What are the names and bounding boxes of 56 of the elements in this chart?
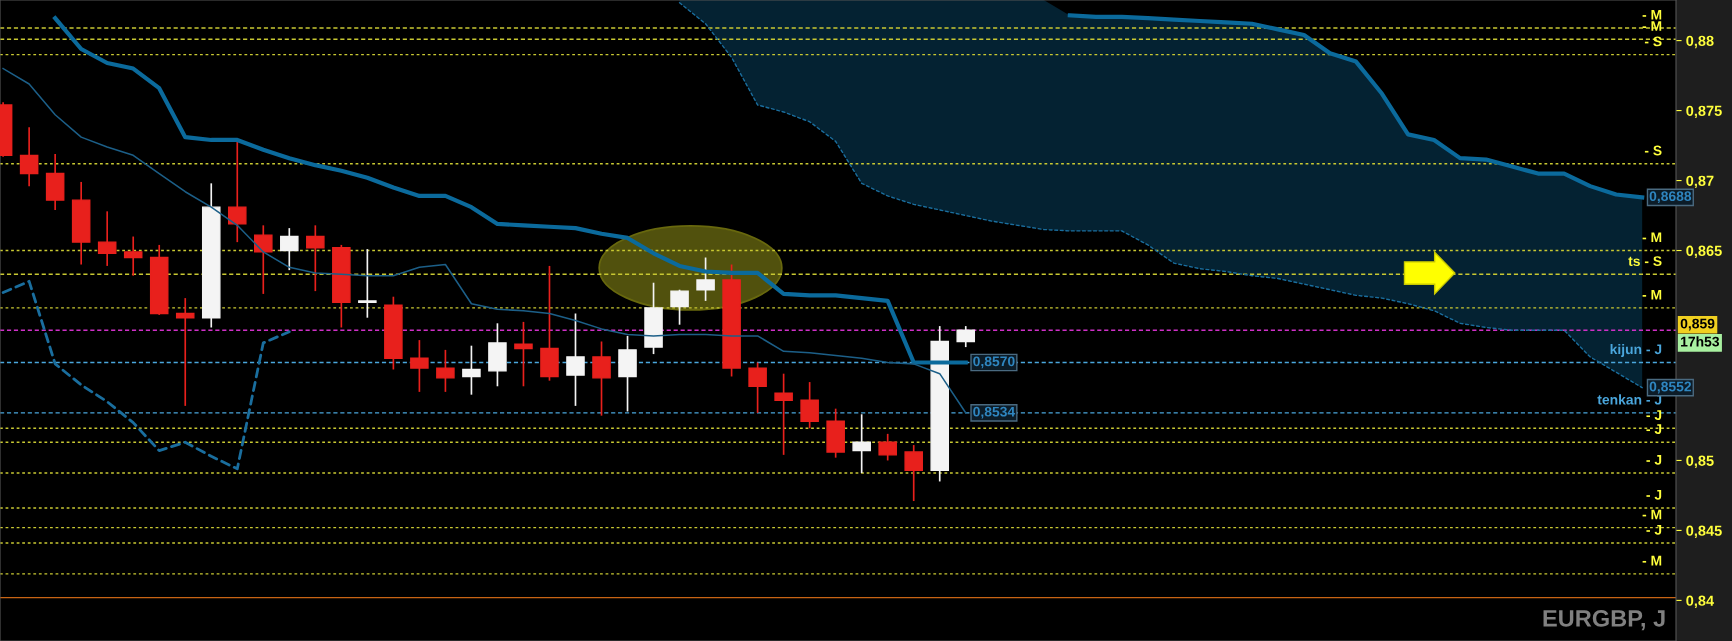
ref-line-label: ts - S: [1628, 256, 1662, 267]
candlestick: [227, 139, 247, 243]
ref-line-label: - J: [1646, 424, 1662, 434]
candlestick: [800, 381, 819, 430]
line-series: [2, 67, 967, 414]
ref-line-label: - M: [1642, 21, 1662, 31]
line-series: [53, 16, 968, 365]
ref-line-label: - M: [1642, 555, 1662, 566]
ref-line-label: - M: [1642, 232, 1662, 243]
candlestick: [852, 413, 871, 474]
y-tick-label: 0,865: [1686, 245, 1722, 259]
ref-line-label: - J: [1646, 455, 1662, 465]
candlestick: [670, 288, 689, 326]
candlestick: [358, 248, 377, 319]
y-tick-label: 0,88: [1686, 35, 1714, 49]
candlestick: [410, 339, 429, 393]
y-tick-label: 0,84: [1686, 595, 1715, 608]
candlestick: [97, 210, 117, 267]
candlestick: [592, 340, 611, 417]
candlestick: [566, 312, 585, 407]
candlestick: [123, 235, 143, 277]
candlestick: [280, 227, 299, 271]
ref-line-label: - J: [1646, 525, 1662, 535]
ref-line-label: - J: [1646, 490, 1662, 500]
candlestick: [462, 344, 481, 396]
text: 0,859: [1680, 318, 1715, 331]
candlestick: [904, 444, 923, 502]
ref-line-label: kijun - J: [1610, 343, 1662, 357]
candlestick: [436, 349, 455, 393]
data-label: 0,8688: [1649, 191, 1692, 204]
ref-line-label: - M: [1642, 10, 1662, 20]
text: 17h53: [1681, 336, 1720, 347]
text: EURGBP, J: [1543, 610, 1665, 631]
candlestick: [696, 256, 715, 302]
candlestick: [254, 224, 273, 295]
line-series: [1, 279, 291, 471]
candlestick: [306, 224, 325, 292]
ref-line-label: - M: [1642, 509, 1662, 520]
y-tick-label: 0,875: [1686, 105, 1722, 119]
y-tick-label: 0,845: [1686, 525, 1722, 538]
ref-line-label: - S: [1644, 145, 1662, 156]
y-tick-label: 0,87: [1686, 175, 1714, 189]
data-label: 0,8570: [973, 356, 1015, 369]
candlestick: [514, 321, 533, 388]
candlestick: [878, 433, 897, 462]
data-label: 0,8552: [1649, 381, 1692, 394]
data-label: 0,8534: [973, 406, 1016, 419]
candlestick: [748, 361, 767, 414]
ref-line-label: - M: [1642, 289, 1662, 300]
ref-line-label: - J: [1646, 410, 1662, 420]
candlestick: [774, 372, 793, 456]
line-series: [1067, 13, 1645, 200]
candlestick: [175, 297, 195, 407]
candlestick: [19, 126, 39, 187]
y-tick-label: 0,85: [1686, 455, 1714, 468]
candlestick: [956, 325, 976, 348]
